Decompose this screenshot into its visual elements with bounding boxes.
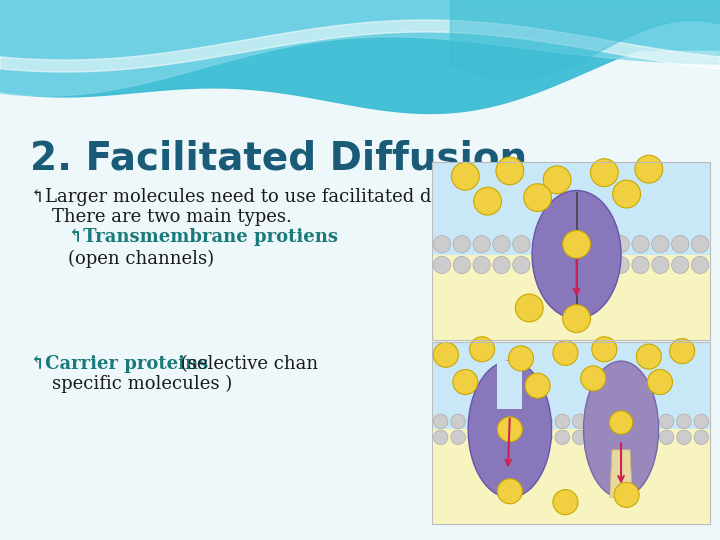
Circle shape <box>498 479 522 504</box>
Text: y: y <box>688 355 698 373</box>
Circle shape <box>493 235 510 253</box>
Circle shape <box>473 235 490 253</box>
Text: ↰Transmembrane protiens: ↰Transmembrane protiens <box>68 228 338 246</box>
Circle shape <box>624 414 639 429</box>
Circle shape <box>538 414 552 429</box>
Circle shape <box>521 414 535 429</box>
Circle shape <box>607 414 621 429</box>
Circle shape <box>555 414 570 429</box>
Circle shape <box>498 417 522 442</box>
Ellipse shape <box>583 361 659 498</box>
Circle shape <box>485 430 500 444</box>
Polygon shape <box>432 429 710 524</box>
Circle shape <box>496 157 523 185</box>
Circle shape <box>451 430 465 444</box>
Circle shape <box>474 187 502 215</box>
Circle shape <box>468 430 482 444</box>
Circle shape <box>652 235 669 253</box>
Circle shape <box>590 159 618 187</box>
Circle shape <box>691 256 708 274</box>
Circle shape <box>647 369 672 395</box>
Circle shape <box>453 256 470 274</box>
Polygon shape <box>610 450 632 498</box>
Circle shape <box>592 256 609 274</box>
Circle shape <box>513 256 530 274</box>
Circle shape <box>672 256 689 274</box>
Circle shape <box>691 235 708 253</box>
Circle shape <box>433 235 451 253</box>
Circle shape <box>613 180 641 208</box>
Circle shape <box>694 430 708 444</box>
Circle shape <box>677 430 691 444</box>
Circle shape <box>642 414 657 429</box>
Circle shape <box>433 256 451 274</box>
Polygon shape <box>432 342 710 429</box>
Circle shape <box>451 414 465 429</box>
Polygon shape <box>432 162 710 254</box>
Circle shape <box>433 430 448 444</box>
Circle shape <box>503 414 518 429</box>
Circle shape <box>572 414 587 429</box>
Circle shape <box>562 305 590 333</box>
Circle shape <box>473 256 490 274</box>
Circle shape <box>612 235 629 253</box>
Circle shape <box>433 414 448 429</box>
Polygon shape <box>498 361 522 409</box>
Circle shape <box>607 430 621 444</box>
Text: specific molecules ): specific molecules ) <box>52 375 233 393</box>
Circle shape <box>513 235 530 253</box>
Circle shape <box>572 430 587 444</box>
Circle shape <box>635 155 662 183</box>
Circle shape <box>632 256 649 274</box>
Text: ↰Carrier proteins: ↰Carrier proteins <box>30 355 208 373</box>
Circle shape <box>672 235 689 253</box>
Circle shape <box>642 430 657 444</box>
Circle shape <box>538 430 552 444</box>
Circle shape <box>612 256 629 274</box>
Polygon shape <box>432 254 710 340</box>
Text: 2. Facilitated Diffusion: 2. Facilitated Diffusion <box>30 140 527 178</box>
Circle shape <box>503 430 518 444</box>
Circle shape <box>451 163 480 190</box>
Circle shape <box>553 490 578 515</box>
Circle shape <box>453 369 478 395</box>
Circle shape <box>525 373 550 398</box>
Circle shape <box>493 256 510 274</box>
Text: (selective chan: (selective chan <box>175 355 318 373</box>
Circle shape <box>555 430 570 444</box>
Circle shape <box>533 235 550 253</box>
Circle shape <box>516 294 543 322</box>
Circle shape <box>677 414 691 429</box>
Circle shape <box>552 256 570 274</box>
Circle shape <box>508 346 534 371</box>
Circle shape <box>572 235 590 253</box>
Circle shape <box>592 235 609 253</box>
Ellipse shape <box>468 361 552 498</box>
Circle shape <box>468 414 482 429</box>
Circle shape <box>523 184 552 212</box>
Circle shape <box>609 411 633 434</box>
Circle shape <box>562 231 590 258</box>
Circle shape <box>543 166 571 194</box>
Circle shape <box>590 430 604 444</box>
Circle shape <box>453 235 470 253</box>
Circle shape <box>581 366 606 391</box>
Circle shape <box>521 430 535 444</box>
Circle shape <box>632 235 649 253</box>
Circle shape <box>469 337 495 362</box>
Circle shape <box>614 482 639 508</box>
Circle shape <box>694 414 708 429</box>
Circle shape <box>652 256 669 274</box>
Circle shape <box>592 337 617 362</box>
Circle shape <box>553 340 578 366</box>
Circle shape <box>533 256 550 274</box>
Text: (open channels): (open channels) <box>68 250 214 268</box>
Text: ↰Larger molecules need to use facilitated diffusion.: ↰Larger molecules need to use facilitate… <box>30 188 505 206</box>
Circle shape <box>636 344 662 369</box>
Circle shape <box>670 339 695 363</box>
Circle shape <box>660 414 674 429</box>
Circle shape <box>552 235 570 253</box>
Text: There are two main types.: There are two main types. <box>52 208 292 226</box>
Circle shape <box>624 430 639 444</box>
